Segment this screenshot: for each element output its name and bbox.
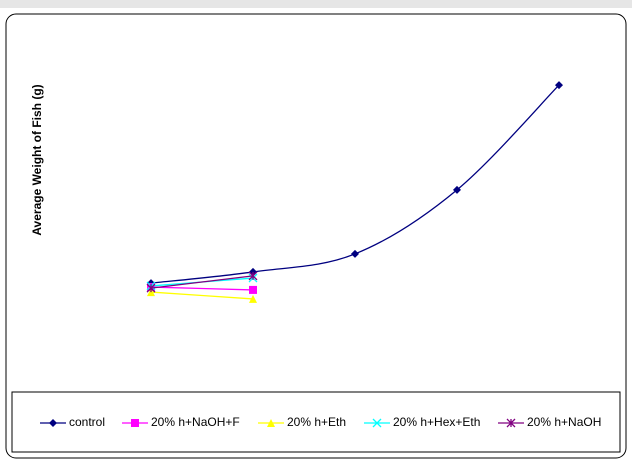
legend-label: 20% h+Eth bbox=[287, 415, 346, 429]
chart-border bbox=[5, 13, 627, 459]
series-line bbox=[150, 275, 254, 289]
y-axis-label: Average Weight of Fish (g) bbox=[30, 84, 44, 235]
marker bbox=[453, 185, 461, 194]
legend-box bbox=[11, 391, 621, 453]
marker bbox=[267, 419, 275, 427]
marker bbox=[131, 419, 139, 427]
legend-label: control bbox=[69, 415, 105, 429]
marker bbox=[555, 81, 563, 90]
legend-label: 20% h+Hex+Eth bbox=[393, 415, 480, 429]
marker bbox=[351, 249, 359, 258]
marker bbox=[49, 419, 57, 427]
legend-label: 20% h+NaOH bbox=[527, 415, 601, 429]
top-bar bbox=[0, 0, 632, 8]
marker bbox=[146, 283, 156, 293]
marker bbox=[372, 418, 382, 428]
marker bbox=[248, 271, 258, 281]
marker bbox=[506, 418, 516, 428]
legend-label: 20% h+NaOH+F bbox=[151, 415, 240, 429]
series-line bbox=[150, 291, 254, 300]
marker bbox=[249, 294, 257, 303]
marker bbox=[249, 285, 257, 294]
series-line bbox=[150, 84, 560, 284]
